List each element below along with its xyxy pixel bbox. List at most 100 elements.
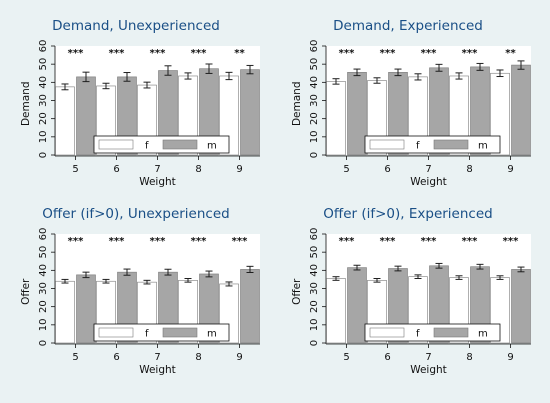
significance-label: *** [421,236,437,247]
significance-label: *** [68,48,84,59]
significance-label: *** [462,48,478,59]
chart-panel-3: Offer (if>0), Unexperienced 0 10 20 30 40 50 60… [20,206,260,376]
x-tick-label: 9 [236,352,242,363]
legend-label-m: m [207,329,217,340]
x-tick-label: 7 [425,164,431,175]
legend-swatch-f [98,327,134,338]
chart-panel-2: Demand, Experienced 0 10 20 30 40 50 60 Demand We… [291,18,531,188]
y-tick-label: 40 [309,264,320,277]
y-tick-label: 60 [309,40,320,53]
x-tick-label: 5 [72,164,78,175]
x-tick-label: 7 [154,164,160,175]
x-tick-label: 7 [154,352,160,363]
x-tick-label: 8 [195,164,201,175]
y-axis-label: Demand [20,82,32,127]
x-tick-label: 5 [343,352,349,363]
significance-label: *** [339,236,355,247]
significance-label: *** [503,236,519,247]
legend-swatch-f [369,139,405,150]
legend-label-m: m [207,141,217,152]
legend-swatch-m [433,139,469,150]
significance-label: *** [109,48,125,59]
legend-label-m: m [478,329,488,340]
y-tick-label: 30 [309,94,320,107]
significance-label: *** [232,236,248,247]
x-axis-label: Weight [410,364,447,376]
significance-label: *** [191,48,207,59]
y-tick-label: 0 [38,152,49,158]
bar-m-5 [347,267,367,344]
bar-m-9 [240,269,260,344]
y-tick-label: 60 [309,228,320,241]
y-tick-label: 50 [309,58,320,71]
x-tick-label: 6 [113,164,119,175]
y-tick-label: 60 [38,228,49,241]
y-tick-label: 40 [38,76,49,89]
bar-m-5 [76,274,96,344]
x-tick-label: 5 [72,352,78,363]
y-axis-label: Offer [291,278,303,305]
y-axis-label: Demand [291,82,303,127]
significance-label: *** [191,236,207,247]
x-tick-label: 6 [113,352,119,363]
y-tick-label: 10 [38,318,49,331]
x-tick-label: 8 [466,352,472,363]
chart-panel-1: Demand, Unexperienced 0 10 20 30 40 50 60 Demand… [20,18,260,188]
x-tick-label: 6 [384,352,390,363]
y-tick-label: 10 [309,318,320,331]
significance-label: *** [421,48,437,59]
bar-f-5 [326,278,346,344]
y-tick-label: 50 [38,246,49,259]
significance-label: *** [462,236,478,247]
y-tick-label: 0 [38,340,49,346]
x-tick-label: 8 [195,352,201,363]
x-tick-label: 7 [425,352,431,363]
significance-label: *** [109,236,125,247]
y-tick-label: 30 [38,94,49,107]
y-tick-label: 20 [38,300,49,313]
y-tick-label: 30 [38,282,49,295]
significance-label: *** [380,48,396,59]
bar-f-5 [55,86,75,156]
significance-label: ** [234,48,245,59]
legend-swatch-f [369,327,405,338]
x-tick-label: 9 [236,164,242,175]
chart-title: Demand, Unexperienced [52,18,220,34]
y-tick-label: 20 [309,300,320,313]
y-tick-label: 10 [38,130,49,143]
chart-title: Offer (if>0), Unexperienced [42,206,229,222]
bar-m-9 [511,64,531,156]
significance-label: *** [150,236,166,247]
legend-label-f: f [145,329,149,340]
chart-title: Demand, Experienced [333,18,483,34]
bar-m-9 [511,269,531,344]
x-tick-label: 9 [507,164,513,175]
x-axis-label: Weight [139,176,176,188]
y-tick-label: 40 [38,264,49,277]
y-tick-label: 50 [38,58,49,71]
legend-label-f: f [416,329,420,340]
x-tick-label: 9 [507,352,513,363]
legend-swatch-m [433,327,469,338]
y-tick-label: 0 [309,340,320,346]
y-tick-label: 60 [38,40,49,53]
y-axis-label: Offer [20,278,32,305]
significance-label: *** [150,48,166,59]
x-tick-label: 5 [343,164,349,175]
y-tick-label: 20 [38,112,49,125]
bar-f-5 [326,81,346,156]
y-tick-label: 0 [309,152,320,158]
bar-f-5 [55,280,75,344]
chart-title: Offer (if>0), Experienced [323,206,492,222]
significance-label: *** [380,236,396,247]
significance-label: *** [339,48,355,59]
x-tick-label: 6 [384,164,390,175]
legend-label-f: f [145,141,149,152]
legend-swatch-f [98,139,134,150]
x-tick-label: 8 [466,164,472,175]
chart-panel-4: Offer (if>0), Experienced 0 10 20 30 40 50 60 Of… [291,206,531,376]
bar-m-5 [347,72,367,156]
legend-label-m: m [478,141,488,152]
y-tick-label: 10 [309,130,320,143]
y-tick-label: 40 [309,76,320,89]
